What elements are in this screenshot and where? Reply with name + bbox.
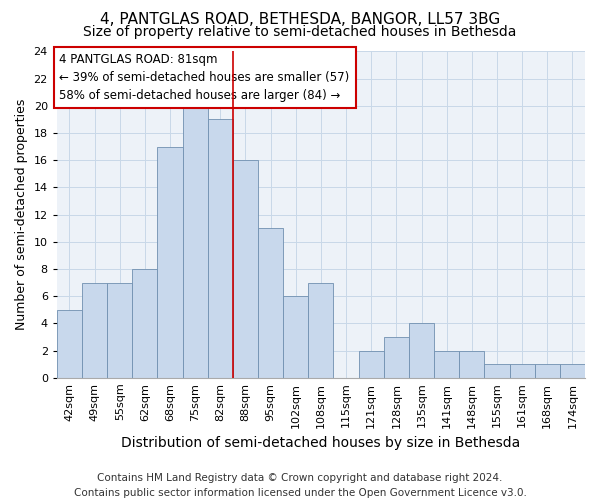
Bar [157,146,182,378]
Text: 4 PANTGLAS ROAD: 81sqm
← 39% of semi-detached houses are smaller (57)
58% of sem: 4 PANTGLAS ROAD: 81sqm ← 39% of semi-det… [59,53,350,102]
Bar [57,310,82,378]
Text: Size of property relative to semi-detached houses in Bethesda: Size of property relative to semi-detach… [83,25,517,39]
Bar [283,296,308,378]
Bar [308,282,334,378]
X-axis label: Distribution of semi-detached houses by size in Bethesda: Distribution of semi-detached houses by … [121,436,521,450]
Bar [82,282,107,378]
Bar [459,350,484,378]
Bar [258,228,283,378]
Bar [560,364,585,378]
Bar [535,364,560,378]
Bar [107,282,132,378]
Y-axis label: Number of semi-detached properties: Number of semi-detached properties [15,99,28,330]
Bar [434,350,459,378]
Bar [182,106,208,378]
Bar [132,269,157,378]
Bar [384,337,409,378]
Text: Contains HM Land Registry data © Crown copyright and database right 2024.
Contai: Contains HM Land Registry data © Crown c… [74,472,526,498]
Bar [409,324,434,378]
Text: 4, PANTGLAS ROAD, BETHESDA, BANGOR, LL57 3BG: 4, PANTGLAS ROAD, BETHESDA, BANGOR, LL57… [100,12,500,28]
Bar [484,364,509,378]
Bar [233,160,258,378]
Bar [359,350,384,378]
Bar [208,120,233,378]
Bar [509,364,535,378]
